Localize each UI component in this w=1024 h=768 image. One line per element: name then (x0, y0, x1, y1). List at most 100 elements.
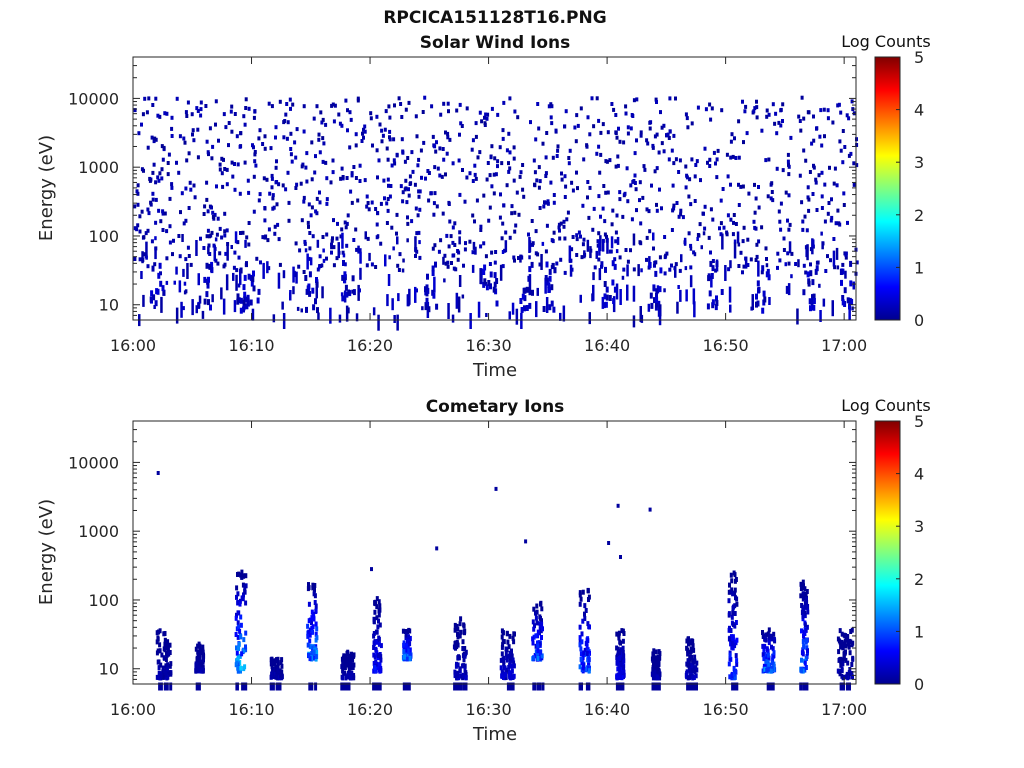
count-cell (424, 302, 427, 311)
count-cell (671, 183, 675, 188)
count-cell (235, 274, 238, 291)
count-cell (841, 129, 845, 133)
burst-cell (238, 598, 242, 604)
count-cell (546, 201, 550, 206)
count-cell (547, 104, 551, 109)
count-cell (432, 212, 436, 217)
count-cell (645, 257, 648, 262)
burst-cell (157, 665, 161, 671)
count-cell (531, 241, 535, 246)
count-cell (478, 110, 482, 115)
colorbar-tick-label: 0 (914, 311, 924, 330)
burst-cell (534, 610, 537, 616)
count-cell (465, 106, 469, 111)
count-cell (632, 315, 636, 328)
burst-cell (841, 295, 845, 301)
count-cell (649, 120, 653, 125)
burst-cell (803, 622, 807, 628)
burst-cell (341, 659, 345, 665)
burst-cell (426, 273, 429, 280)
count-cell (521, 163, 525, 167)
burst-cell (238, 601, 242, 607)
count-cell (294, 155, 298, 160)
count-cell (285, 136, 289, 141)
burst-cell (735, 637, 739, 643)
count-cell (496, 112, 500, 117)
burst-cell (312, 644, 316, 650)
burst-cell (531, 636, 535, 642)
count-cell (733, 136, 736, 141)
count-cell (807, 110, 811, 115)
count-cell (715, 175, 719, 180)
burst-cell (344, 658, 347, 664)
count-cell (211, 144, 215, 149)
count-cell (379, 201, 383, 206)
burst-cell (528, 302, 532, 309)
count-cell (156, 175, 160, 180)
burst-cell (772, 650, 776, 656)
burst-cell (519, 298, 523, 304)
count-cell (559, 221, 563, 226)
count-cell (815, 208, 819, 212)
burst-cell (158, 262, 162, 269)
burst-cell (346, 672, 350, 678)
burst-cell (735, 601, 739, 607)
burst-cell (274, 674, 278, 680)
burst-cell (804, 665, 808, 670)
colorbar-tick-label: 5 (914, 48, 924, 67)
count-cell (576, 123, 580, 128)
burst-cell (373, 665, 377, 671)
count-cell (597, 231, 601, 236)
count-cell (151, 103, 155, 107)
count-cell (365, 204, 369, 209)
count-cell (287, 218, 291, 223)
count-cell (277, 272, 281, 289)
count-cell (507, 131, 511, 136)
count-cell (446, 260, 450, 265)
burst-cell (244, 630, 248, 636)
count-cell (419, 148, 423, 153)
burst-cell (375, 604, 379, 610)
burst-cell (165, 642, 169, 648)
burst-cell (269, 657, 273, 663)
count-cell (206, 209, 210, 214)
burst-cell (658, 671, 662, 677)
count-cell (348, 110, 352, 115)
count-cell (560, 177, 564, 182)
count-cell (159, 271, 162, 276)
burst-cell (727, 661, 731, 667)
count-cell (388, 194, 392, 199)
count-cell (585, 143, 589, 148)
count-cell (836, 265, 840, 270)
count-cell (586, 180, 590, 184)
count-cell (804, 270, 808, 275)
count-cell (734, 156, 738, 160)
count-cell (239, 131, 243, 136)
burst-cell (801, 647, 805, 653)
count-cell (407, 187, 410, 192)
count-cell (719, 221, 723, 226)
count-cell (533, 170, 537, 175)
count-cell (186, 245, 190, 250)
burst-cell (849, 280, 853, 287)
burst-cell (372, 660, 376, 666)
burst-cell (455, 639, 459, 645)
count-cell (729, 182, 732, 187)
burst-cell (372, 633, 376, 639)
count-cell (157, 178, 161, 183)
burst-cell (460, 663, 464, 669)
burst-cell (580, 639, 584, 645)
count-cell (624, 104, 628, 109)
burst-cell (520, 307, 524, 313)
count-cell (449, 234, 453, 239)
count-cell (471, 213, 475, 218)
burst-cell (166, 639, 170, 645)
burst-cell (462, 682, 466, 691)
count-cell (493, 260, 497, 265)
burst-cell (237, 641, 241, 647)
count-cell (431, 246, 435, 251)
burst-cell (242, 592, 245, 598)
count-cell (460, 124, 464, 128)
